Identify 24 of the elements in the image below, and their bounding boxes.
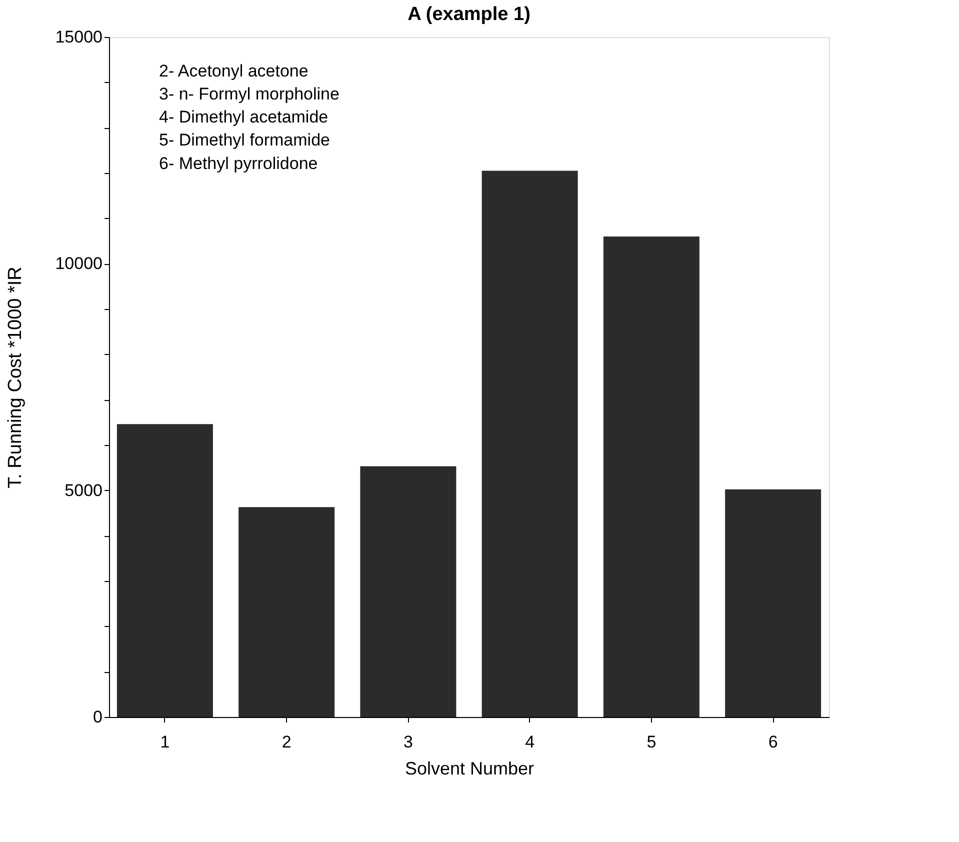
annotation: 4- Dimethyl acetamide	[159, 108, 328, 127]
x-tick-label: 1	[160, 732, 170, 752]
bar	[482, 170, 578, 717]
annotation: 6- Methyl pyrrolidone	[159, 154, 318, 173]
bar	[725, 489, 822, 717]
bar	[603, 236, 700, 717]
x-axis-title: Solvent Number	[404, 758, 534, 778]
y-tick-label: 5000	[64, 480, 102, 500]
x-tick-label: 5	[646, 732, 656, 752]
x-tick-label: 3	[403, 732, 413, 752]
x-tick-label: 2	[282, 732, 292, 752]
x-tick-label: 6	[768, 732, 778, 752]
y-tick-label: 15000	[55, 28, 102, 46]
annotation: 5- Dimethyl formamide	[159, 130, 330, 150]
x-tick-label: 4	[525, 732, 535, 752]
y-axis-title: T. Running Cost *1000 *IR	[5, 266, 26, 488]
y-tick-label: 10000	[55, 254, 102, 274]
bar	[116, 424, 213, 717]
annotation: 3- n- Formyl morpholine	[159, 84, 340, 104]
chart-title: A (example 1)	[408, 4, 530, 25]
annotation: 2- Acetonyl acetone	[159, 62, 308, 81]
bar	[360, 466, 456, 717]
y-tick-label: 0	[93, 708, 102, 726]
bar	[238, 507, 335, 717]
